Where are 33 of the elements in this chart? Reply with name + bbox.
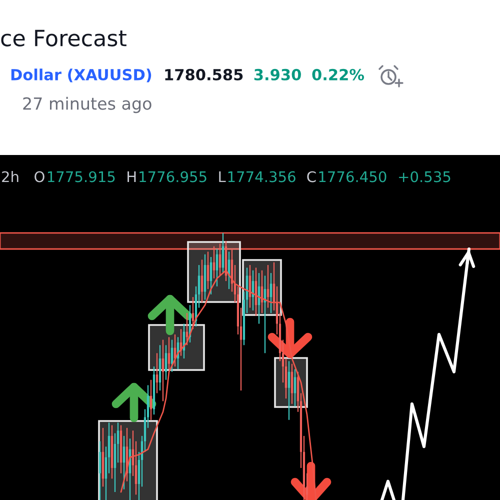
text: 27 minutes ago bbox=[23, 96, 152, 114]
text: 2h bbox=[2, 170, 18, 182]
candlestick bbox=[206, 251, 210, 290]
candlestick bbox=[288, 360, 290, 420]
text: 1780.585 bbox=[165, 68, 243, 80]
text: C1776.450 bbox=[307, 171, 386, 182]
candlestick bbox=[266, 264, 270, 308]
candlestick bbox=[170, 339, 174, 372]
text: L1774.356 bbox=[219, 171, 296, 182]
candlestick bbox=[222, 232, 224, 274]
candlestick bbox=[156, 352, 158, 394]
text: H1776.955 bbox=[128, 171, 206, 182]
candlestick bbox=[192, 296, 194, 330]
candlestick bbox=[150, 379, 152, 420]
text: +0.535 bbox=[399, 171, 450, 182]
text: 3.930 bbox=[254, 68, 301, 80]
candlestick bbox=[162, 339, 164, 402]
candlestick bbox=[122, 435, 126, 490]
chart-title: ce Forecast bbox=[1, 30, 126, 46]
candlestick bbox=[270, 272, 272, 314]
candlestick bbox=[294, 368, 296, 408]
candlestick bbox=[200, 259, 204, 303]
candlestick bbox=[168, 336, 170, 370]
candlestick bbox=[210, 256, 212, 295]
candlestick bbox=[218, 243, 222, 276]
candlestick bbox=[98, 440, 102, 500]
candlestick bbox=[212, 246, 216, 279]
candlestick bbox=[290, 363, 294, 404]
text: 0.22% bbox=[312, 68, 364, 80]
candlestick bbox=[216, 248, 218, 287]
text: O1775.915 bbox=[34, 171, 115, 182]
candlestick bbox=[164, 344, 168, 380]
chart-subtitle: Dollar (XAUUSD) bbox=[11, 68, 152, 82]
